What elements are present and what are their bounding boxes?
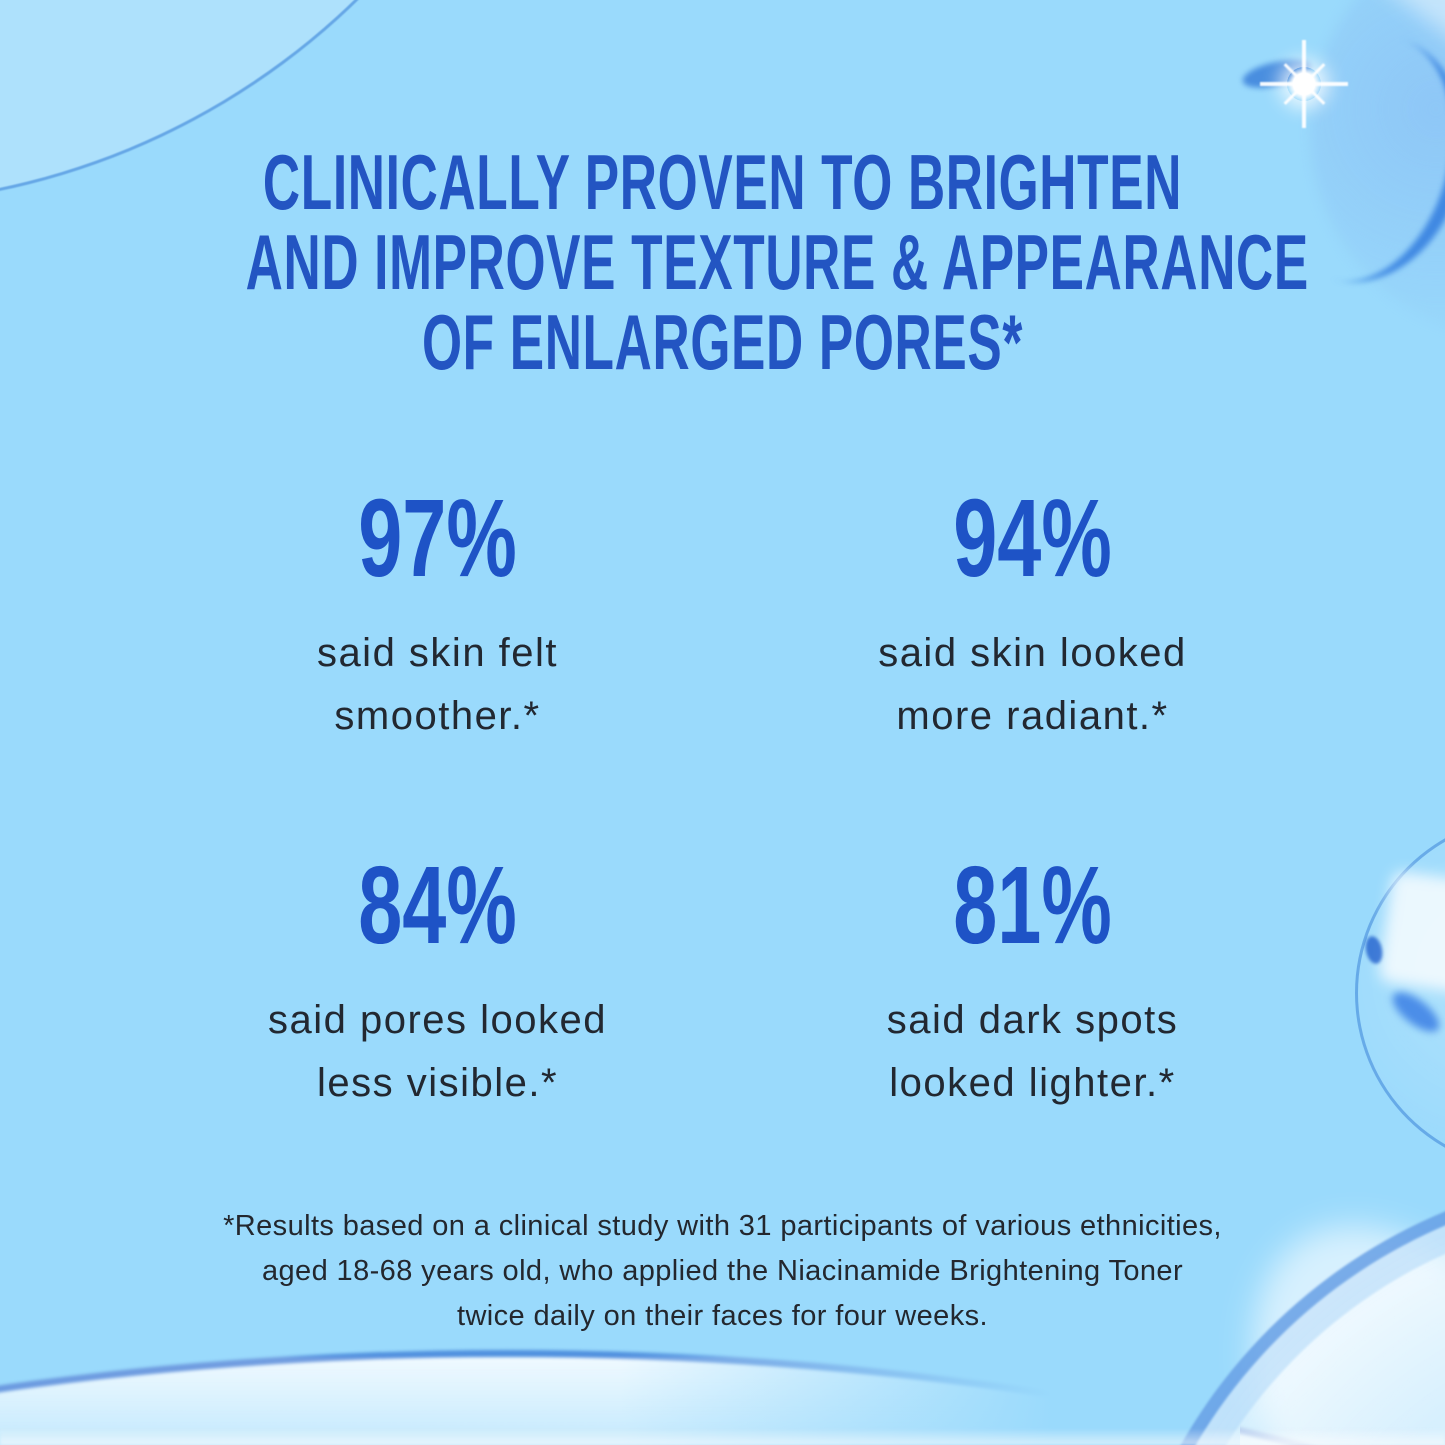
sparkle-ray xyxy=(1283,63,1326,105)
stat-skin-radiant: 94% said skin looked more radiant.* xyxy=(735,477,1330,748)
sparkle-core xyxy=(1287,67,1321,101)
footnote-line-3: twice daily on their faces for four week… xyxy=(457,1300,988,1332)
stat-pores-less-visible: 84% said pores looked less visible.* xyxy=(140,844,735,1115)
headline: CLINICALLY PROVEN TO BRIGHTEN AND IMPROV… xyxy=(0,142,1445,382)
headline-line-2: AND IMPROVE TEXTURE & APPEARANCE xyxy=(245,218,1309,306)
headline-line-3: OF ENLARGED PORES* xyxy=(421,298,1024,386)
stat-caption: said skin looked more radiant.* xyxy=(735,622,1330,748)
stat-caption-line-1: said skin felt xyxy=(316,631,559,675)
stat-skin-smoother: 97% said skin felt smoother.* xyxy=(140,477,735,748)
stat-caption-line-1: said skin looked xyxy=(878,631,1187,675)
bubble-rim-dot xyxy=(1363,934,1385,966)
headline-line-1: CLINICALLY PROVEN TO BRIGHTEN xyxy=(262,138,1183,226)
bottom-light-band xyxy=(0,1428,1445,1445)
stat-caption-line-1: said dark spots xyxy=(886,998,1179,1042)
stat-caption: said skin felt smoother.* xyxy=(140,622,735,748)
stat-caption-line-1: said pores looked xyxy=(267,998,608,1042)
water-wave-bottom-left-icon xyxy=(0,1350,1445,1445)
bubble-reflection xyxy=(1377,870,1445,998)
statistics-grid: 97% said skin felt smoother.* 94% said s… xyxy=(140,477,1330,1115)
stat-percentage: 81% xyxy=(953,844,1112,967)
sparkle-starburst-icon xyxy=(1260,40,1348,128)
clinical-study-footnote: *Results based on a clinical study with … xyxy=(0,1204,1445,1339)
stat-percentage: 97% xyxy=(358,477,517,600)
stat-caption: said pores looked less visible.* xyxy=(140,989,735,1115)
stat-percentage: 94% xyxy=(953,477,1112,600)
stat-caption-line-2: more radiant.* xyxy=(896,694,1169,738)
stat-caption-line-2: less visible.* xyxy=(316,1061,559,1105)
sparkle-ray xyxy=(1260,82,1348,86)
stat-caption-line-2: smoother.* xyxy=(334,694,541,738)
bubble-rim-smudge xyxy=(1386,985,1445,1039)
stat-percentage: 84% xyxy=(358,844,517,967)
footnote-line-2: aged 18-68 years old, who applied the Ni… xyxy=(261,1255,1183,1287)
stat-caption-line-2: looked lighter.* xyxy=(889,1061,1176,1105)
sparkle-ray xyxy=(1302,40,1306,128)
footnote-line-1: *Results based on a clinical study with … xyxy=(223,1210,1222,1242)
sparkle-ray xyxy=(1283,63,1326,105)
droplet-shadow-point xyxy=(1240,54,1314,94)
stat-caption: said dark spots looked lighter.* xyxy=(735,989,1330,1115)
droplet-highlight-streak xyxy=(1322,0,1445,111)
stat-dark-spots-lighter: 81% said dark spots looked lighter.* xyxy=(735,844,1330,1115)
air-bubble-right-edge-icon xyxy=(1355,815,1445,1171)
